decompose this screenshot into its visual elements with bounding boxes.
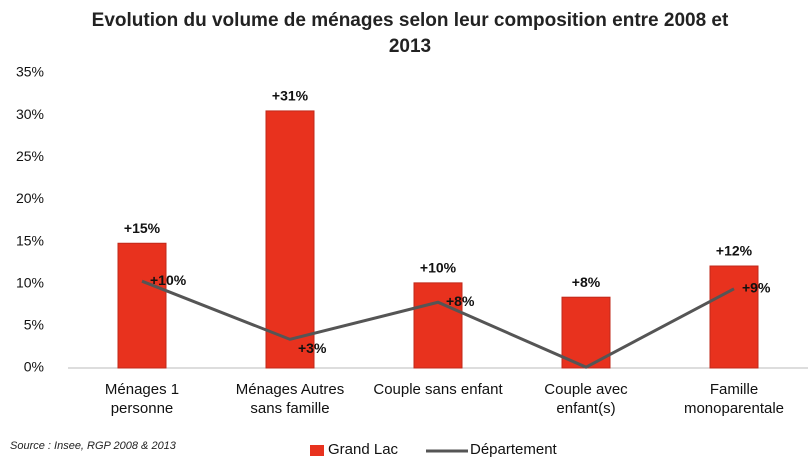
- legend-swatch: [310, 445, 324, 456]
- bar-label: +15%: [124, 220, 161, 236]
- x-tick-label: Ménages 1 personne: [104, 381, 180, 417]
- line-label: +10%: [150, 272, 187, 288]
- bar-label: +8%: [572, 274, 601, 290]
- y-tick-label: 5%: [24, 317, 44, 333]
- bar-label: +31%: [272, 88, 309, 104]
- legend-label: Département: [470, 441, 557, 458]
- bar: [709, 265, 759, 369]
- line: [141, 279, 735, 369]
- x-tick-label: Ménages Autres sans famille: [235, 381, 345, 417]
- y-tick-label: 0%: [24, 359, 44, 375]
- y-tick-label: 35%: [16, 64, 44, 80]
- y-tick-label: 10%: [16, 274, 44, 290]
- source: Source : Insee, RGP 2008 & 2013: [10, 440, 176, 452]
- line-label: +9%: [742, 279, 771, 295]
- bar-label: +10%: [420, 260, 457, 276]
- x-tick-label: Couple sans enfant: [373, 381, 503, 398]
- y-tick-label: 30%: [16, 106, 44, 122]
- line-label: +8%: [446, 293, 475, 309]
- line-label: +3%: [298, 340, 327, 356]
- legend-label: Grand Lac: [328, 441, 399, 458]
- y-tick-label: 25%: [16, 148, 44, 164]
- bar: [265, 110, 315, 369]
- y-tick-label: 20%: [16, 190, 44, 206]
- chart-title: Evolution du volume de ménages selon leu…: [91, 10, 729, 57]
- y-tick-label: 15%: [16, 232, 44, 248]
- bar: [117, 242, 167, 369]
- x-tick-label: Couple avec enfant(s): [544, 381, 628, 417]
- x-tick-label: Famille monoparentale: [683, 381, 785, 417]
- bar-label: +12%: [716, 243, 753, 259]
- bar: [413, 282, 463, 369]
